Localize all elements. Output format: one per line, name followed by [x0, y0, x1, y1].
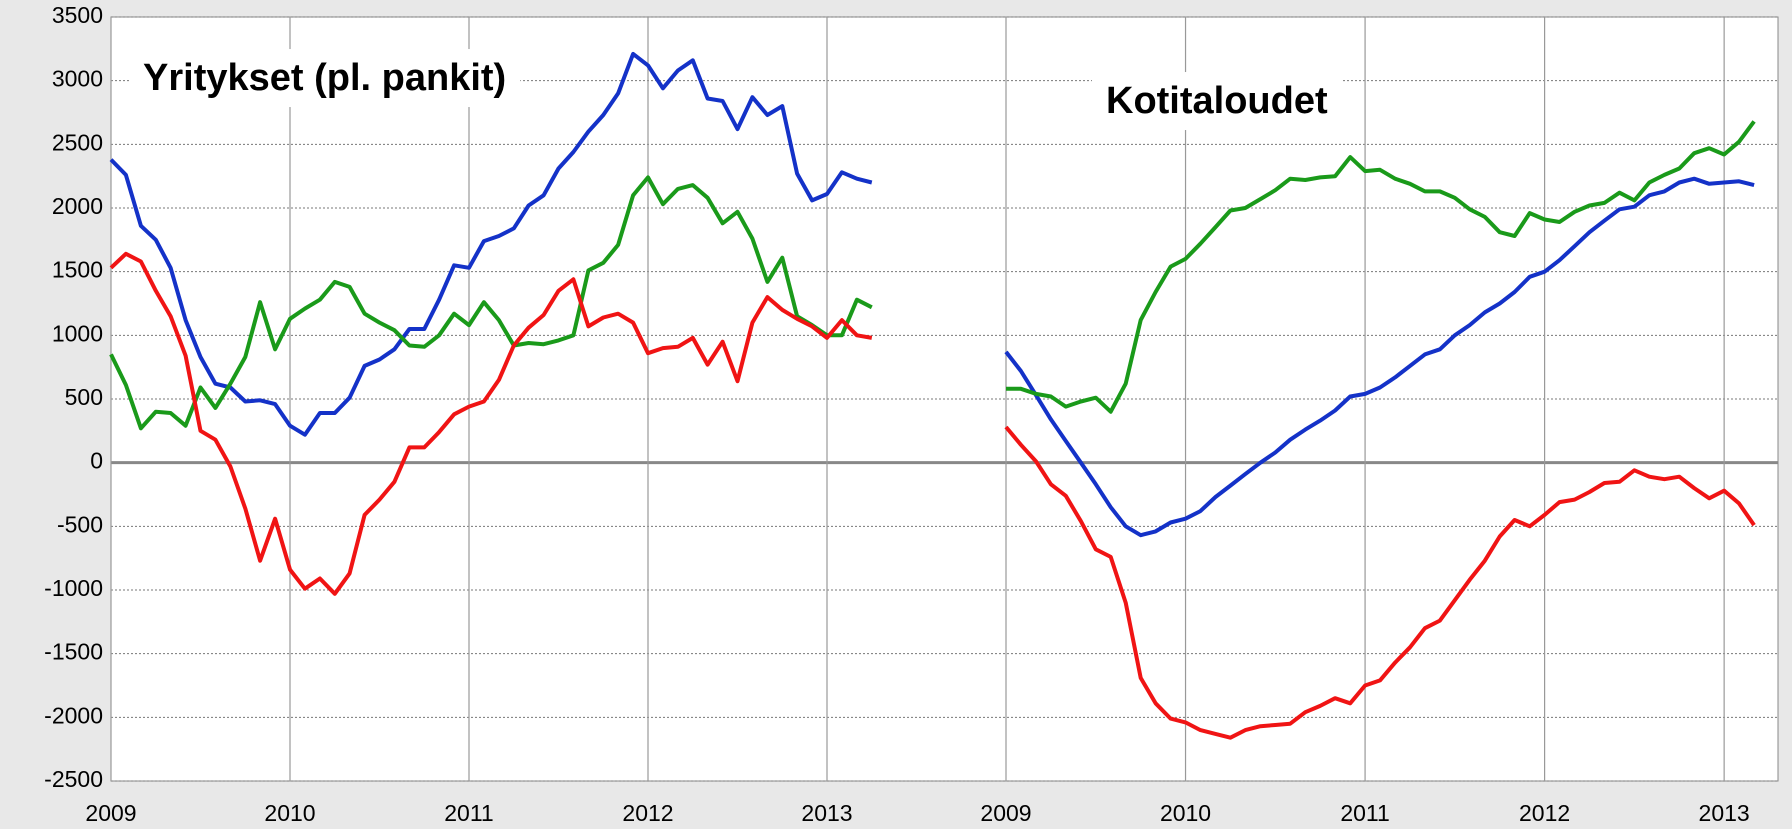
y-tick-label: -2000	[44, 702, 103, 728]
y-tick-label: -500	[57, 511, 103, 537]
x-tick-label: 2013	[1699, 800, 1750, 826]
line-series	[1004, 425, 1756, 740]
line-series	[109, 175, 873, 431]
y-tick-label: 1500	[52, 257, 103, 283]
chart-title: Yritykset (pl. pankit)	[143, 57, 506, 99]
line-series	[109, 251, 873, 596]
x-tick-label: 2010	[1160, 800, 1211, 826]
y-tick-label: -1000	[44, 575, 103, 601]
y-tick-label: 500	[65, 384, 103, 410]
x-tick-label: 2009	[85, 800, 136, 826]
x-tick-label: 2012	[1519, 800, 1570, 826]
y-tick-label: 1000	[52, 320, 103, 346]
x-tick-label: 2009	[980, 800, 1031, 826]
x-tick-label: 2011	[444, 800, 493, 826]
chart-title: Kotitaloudet	[1106, 80, 1328, 122]
y-tick-label: 0	[90, 448, 103, 474]
y-tick-label: -1500	[44, 639, 103, 665]
x-tick-label: 2013	[801, 800, 852, 826]
title-background	[1092, 72, 1342, 131]
x-tick-label: 2011	[1340, 800, 1389, 826]
line-series	[1006, 120, 1756, 414]
x-tick-label: 2010	[264, 800, 315, 826]
x-tick-label: 2012	[622, 800, 673, 826]
y-tick-label: 2500	[52, 129, 103, 155]
y-tick-label: 3000	[52, 66, 103, 92]
y-tick-label: 2000	[52, 193, 103, 219]
line-series	[1004, 176, 1755, 538]
title-background	[129, 49, 521, 108]
line-series	[109, 51, 873, 437]
y-tick-label: 3500	[52, 2, 103, 28]
y-tick-label: -2500	[44, 766, 103, 792]
